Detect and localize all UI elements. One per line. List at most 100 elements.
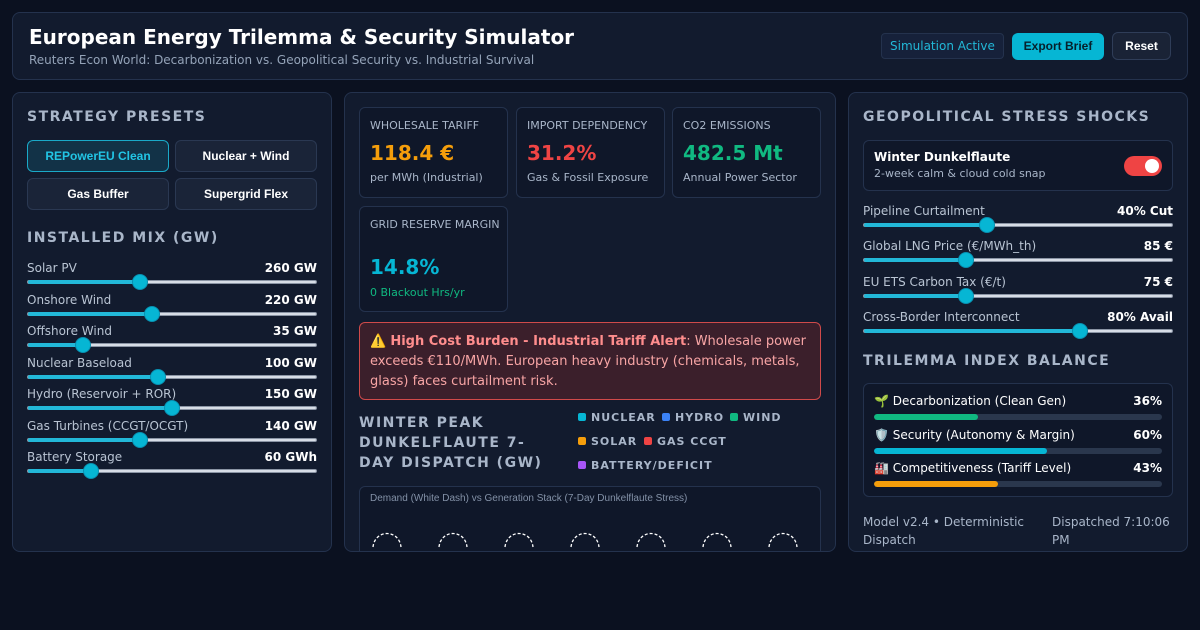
app-header: European Energy Trilemma & Security Simu… xyxy=(12,12,1188,80)
stress-slider-row: EU ETS Carbon Tax (€/t) 75 € xyxy=(863,275,1173,305)
installed-mix-slider[interactable] xyxy=(27,305,317,322)
slider-fill xyxy=(28,280,141,284)
controls-panel: STRATEGY PRESETS REPowerEU Clean Nuclear… xyxy=(12,92,332,552)
trilemma-value: 60% xyxy=(1133,428,1162,442)
legend-solar: SOLAR xyxy=(578,435,637,448)
swatch xyxy=(644,437,652,445)
kpi-value: 118.4 € xyxy=(370,141,455,165)
reset-button[interactable]: Reset xyxy=(1112,32,1171,60)
installed-mix-slider-row: Hydro (Reservoir + ROR) 150 GW xyxy=(27,387,317,417)
kpi-sub: per MWh (Industrial) xyxy=(370,171,483,184)
slider-thumb[interactable] xyxy=(164,400,180,416)
slider-thumb[interactable] xyxy=(1071,322,1088,339)
swatch xyxy=(730,413,738,421)
slider-thumb[interactable] xyxy=(143,305,160,322)
installed-mix-slider-row: Gas Turbines (CCGT/OCGT) 140 GW xyxy=(27,419,317,449)
slider-thumb[interactable] xyxy=(957,252,974,269)
trilemma-value: 36% xyxy=(1133,394,1162,408)
legend-label: GAS CCGT xyxy=(657,435,727,448)
preset-supergrid-flex-button[interactable]: Supergrid Flex xyxy=(175,178,317,210)
installed-mix-slider[interactable] xyxy=(27,368,317,385)
trilemma-label-text: Security (Autonomy & Margin) xyxy=(892,428,1075,442)
slider-thumb[interactable] xyxy=(149,368,166,385)
stress-slider[interactable] xyxy=(863,322,1173,339)
slider-value: 60 GWh xyxy=(264,450,317,464)
installed-mix-slider[interactable] xyxy=(27,337,317,353)
slider-fill xyxy=(864,328,1080,333)
factory-icon: 🏭 xyxy=(874,461,889,475)
installed-mix-slider[interactable] xyxy=(27,463,317,479)
slider-thumb[interactable] xyxy=(132,431,149,448)
stress-slider[interactable] xyxy=(863,287,1173,304)
slider-fill xyxy=(864,293,966,298)
slider-label: Nuclear Baseload xyxy=(27,355,132,370)
shock-title: Winter Dunkelflaute xyxy=(874,150,1011,164)
stress-slider[interactable] xyxy=(863,252,1173,269)
slider-label: Global LNG Price (€/MWh_th) xyxy=(863,239,1037,254)
trilemma-fill xyxy=(874,448,1047,454)
installed-mix-slider[interactable] xyxy=(27,400,317,416)
legend-label: NUCLEAR xyxy=(591,411,656,424)
preset-gas-buffer-button[interactable]: Gas Buffer xyxy=(27,178,169,210)
preset-nuclear-wind-button[interactable]: Nuclear + Wind xyxy=(175,140,317,172)
slider-fill xyxy=(28,343,83,347)
kpi-label: IMPORT DEPENDENCY xyxy=(527,119,648,132)
chart-caption: Demand (White Dash) vs Generation Stack … xyxy=(370,493,688,504)
slider-label: Offshore Wind xyxy=(27,324,112,338)
slider-thumb[interactable] xyxy=(74,337,91,353)
stress-slider[interactable] xyxy=(863,217,1173,233)
trilemma-label: 🌱 Decarbonization (Clean Gen) xyxy=(874,394,1066,408)
slider-label: EU ETS Carbon Tax (€/t) xyxy=(863,274,1006,289)
kpi-label: GRID RESERVE MARGIN xyxy=(370,218,500,231)
demand-curve-day-3 xyxy=(504,532,534,548)
demand-curve-day-6 xyxy=(702,532,732,548)
kpi-sub: 0 Blackout Hrs/yr xyxy=(370,286,465,299)
page-title: European Energy Trilemma & Security Simu… xyxy=(29,25,575,49)
slider-fill xyxy=(28,374,158,379)
slider-fill xyxy=(28,469,92,473)
slider-fill xyxy=(864,223,988,227)
slider-value: 80% Avail xyxy=(1107,309,1173,324)
slider-value: 40% Cut xyxy=(1117,204,1173,218)
installed-mix-slider[interactable] xyxy=(27,274,317,290)
trilemma-fill xyxy=(874,414,978,420)
kpi-value: 482.5 Mt xyxy=(683,141,783,165)
installed-mix-slider-row: Onshore Wind 220 GW xyxy=(27,293,317,323)
trilemma-value: 43% xyxy=(1133,461,1162,475)
page-subtitle: Reuters Econ World: Decarbonization vs. … xyxy=(29,53,535,67)
trilemma-security: 🛡️ Security (Autonomy & Margin) 60% xyxy=(874,428,1162,458)
swatch xyxy=(578,413,586,421)
trilemma-track xyxy=(874,414,1162,420)
slider-fill xyxy=(28,311,152,316)
results-panel: WHOLESALE TARIFF 118.4 € per MWh (Indust… xyxy=(344,92,836,552)
export-brief-button[interactable]: Export Brief xyxy=(1012,33,1104,60)
installed-mix-slider-row: Offshore Wind 35 GW xyxy=(27,324,317,354)
slider-thumb[interactable] xyxy=(132,274,149,290)
demand-curve-day-5 xyxy=(636,532,666,548)
slider-thumb[interactable] xyxy=(83,463,100,479)
preset-repowereu-button[interactable]: REPowerEU Clean xyxy=(27,140,169,172)
slider-thumb[interactable] xyxy=(979,217,996,233)
legend-label: WIND xyxy=(743,411,782,424)
installed-mix-slider-row: Solar PV 260 GW xyxy=(27,261,317,291)
slider-label: Gas Turbines (CCGT/OCGT) xyxy=(27,418,189,433)
installed-mix-title: INSTALLED MIX (GW) xyxy=(27,230,219,246)
kpi-sub: Gas & Fossil Exposure xyxy=(527,171,649,184)
trilemma-label-text: Decarbonization (Clean Gen) xyxy=(892,394,1067,408)
dispatch-timestamp: Dispatched 7:10:06 PM xyxy=(1052,515,1170,547)
shield-icon: 🛡️ xyxy=(874,428,889,442)
trilemma-fill xyxy=(874,481,998,487)
kpi-wholesale-tariff: WHOLESALE TARIFF 118.4 € per MWh (Indust… xyxy=(359,107,508,198)
slider-label: Onshore Wind xyxy=(27,292,112,307)
slider-fill xyxy=(28,406,172,410)
dunkelflaute-toggle[interactable] xyxy=(1124,156,1162,176)
installed-mix-slider[interactable] xyxy=(27,431,317,448)
slider-value: 140 GW xyxy=(264,418,317,433)
swatch xyxy=(578,461,586,469)
seedling-icon: 🌱 xyxy=(874,394,889,408)
alert-text: : Wholesale power exceeds €110/MWh. Euro… xyxy=(370,334,807,389)
trilemma-balance: 🌱 Decarbonization (Clean Gen) 36% 🛡️ Sec… xyxy=(863,383,1173,497)
stress-slider-row: Pipeline Curtailment 40% Cut xyxy=(863,204,1173,234)
tariff-alert: ⚠️ High Cost Burden - Industrial Tariff … xyxy=(359,322,821,400)
slider-thumb[interactable] xyxy=(957,287,974,304)
